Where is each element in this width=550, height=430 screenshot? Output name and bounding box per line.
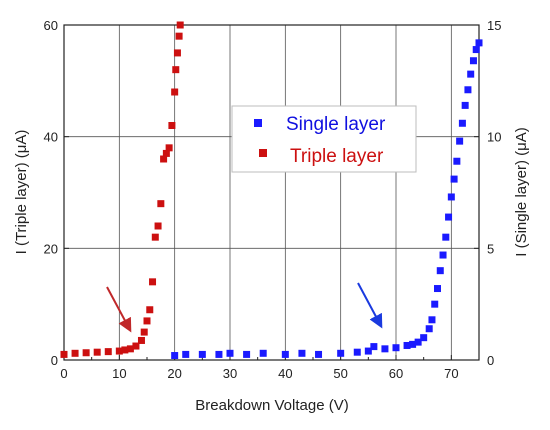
data-point-triple-layer — [121, 346, 129, 354]
data-point-single-layer — [475, 39, 483, 47]
data-point-single-layer — [456, 137, 464, 145]
data-point-single-layer — [353, 348, 361, 356]
data-point-triple-layer — [151, 233, 159, 241]
data-point-single-layer — [364, 347, 372, 355]
data-point-single-layer — [439, 251, 447, 259]
y-left-tick-label: 40 — [44, 130, 58, 145]
plot-area — [63, 24, 480, 361]
data-point-single-layer — [215, 350, 223, 358]
data-point-triple-layer — [93, 348, 101, 356]
legend-box — [231, 105, 417, 173]
data-point-single-layer — [464, 86, 472, 94]
data-point-single-layer — [182, 350, 190, 358]
x-axis-label: Breakdown Voltage (V) — [195, 397, 348, 414]
data-point-single-layer — [445, 213, 453, 221]
y-left-tick-label: 0 — [51, 353, 58, 368]
data-point-single-layer — [467, 70, 475, 78]
y-right-tick-label: 5 — [487, 241, 494, 256]
data-point-triple-layer — [160, 155, 168, 163]
x-tick-label: 60 — [389, 366, 403, 381]
y-left-tick-label: 60 — [44, 18, 58, 33]
data-point-single-layer — [243, 350, 251, 358]
data-point-single-layer — [434, 285, 441, 293]
data-point-triple-layer — [115, 347, 123, 355]
x-tick-label: 20 — [167, 366, 181, 381]
data-point-single-layer — [226, 349, 234, 357]
data-point-single-layer — [431, 300, 439, 308]
data-point-single-layer — [198, 350, 206, 358]
data-point-single-layer — [171, 352, 179, 360]
data-point-triple-layer — [104, 348, 112, 356]
legend-marker-triple-layer — [259, 149, 267, 157]
y-axis-right-label: I (Single layer) (μA) — [513, 127, 530, 257]
x-tick-label: 10 — [112, 366, 126, 381]
legend-label-single-layer: Single layer — [286, 114, 386, 135]
data-point-single-layer — [428, 316, 436, 324]
data-point-triple-layer — [146, 306, 154, 314]
data-point-triple-layer — [60, 350, 68, 358]
single-layer-arrow — [357, 282, 383, 329]
data-point-triple-layer — [137, 336, 145, 344]
triple-layer-arrow — [106, 286, 132, 333]
data-point-single-layer — [420, 334, 428, 342]
data-point-single-layer — [472, 46, 480, 54]
data-point-single-layer — [298, 349, 306, 357]
data-point-triple-layer — [82, 349, 90, 357]
data-point-single-layer — [447, 193, 455, 201]
x-tick-label: 40 — [278, 366, 292, 381]
data-point-triple-layer — [140, 328, 148, 336]
x-tick-label: 0 — [60, 366, 67, 381]
data-point-single-layer — [281, 350, 289, 358]
data-point-single-layer — [458, 119, 466, 127]
x-tick-label: 70 — [444, 366, 458, 381]
data-point-triple-layer — [173, 49, 181, 57]
data-point-single-layer — [315, 350, 323, 358]
data-point-triple-layer — [157, 200, 165, 208]
data-point-single-layer — [403, 341, 411, 349]
data-point-single-layer — [469, 57, 477, 65]
axis-ticks: 0 10 20 30 40 50 60 70 0 20 40 60 0 5 10 15 — [44, 18, 502, 381]
data-point-triple-layer — [165, 144, 173, 152]
data-point-triple-layer — [168, 122, 176, 129]
data-point-triple-layer — [126, 345, 134, 353]
data-point-triple-layer — [176, 21, 184, 29]
legend: Single layer Triple layer — [231, 105, 417, 173]
data-point-triple-layer — [132, 342, 140, 350]
data-point-triple-layer — [154, 222, 162, 230]
data-point-single-layer — [259, 349, 267, 357]
data-point-single-layer — [425, 325, 433, 333]
y-right-tick-label: 10 — [487, 130, 501, 145]
data-point-triple-layer — [172, 66, 180, 74]
data-point-single-layer — [392, 344, 400, 352]
data-point-single-layer — [414, 338, 422, 346]
series-single-layer — [171, 39, 483, 360]
grid-lines — [63, 25, 479, 360]
data-point-single-layer — [461, 101, 469, 109]
data-point-single-layer — [442, 233, 450, 241]
data-point-single-layer — [453, 157, 461, 165]
data-point-single-layer — [436, 267, 444, 275]
data-point-single-layer — [370, 343, 378, 351]
y-right-tick-label: 0 — [487, 353, 494, 368]
data-point-single-layer — [337, 349, 345, 357]
data-point-triple-layer — [162, 149, 170, 157]
data-point-triple-layer — [175, 32, 183, 40]
data-point-triple-layer — [149, 278, 157, 286]
y-right-tick-label: 15 — [487, 18, 501, 33]
x-tick-label: 30 — [223, 366, 237, 381]
y-left-tick-label: 20 — [44, 241, 58, 256]
x-tick-label: 50 — [333, 366, 347, 381]
data-point-single-layer — [450, 175, 458, 183]
data-point-triple-layer — [71, 349, 79, 357]
data-point-single-layer — [409, 340, 417, 348]
data-point-triple-layer — [171, 88, 179, 96]
data-point-single-layer — [381, 345, 389, 353]
series-triple-layer — [60, 21, 184, 358]
data-point-triple-layer — [143, 317, 151, 325]
y-axis-left-label: I (Triple layer) (μA) — [13, 130, 30, 255]
legend-label-triple-layer: Triple layer — [290, 146, 384, 167]
legend-marker-single-layer — [254, 119, 262, 127]
